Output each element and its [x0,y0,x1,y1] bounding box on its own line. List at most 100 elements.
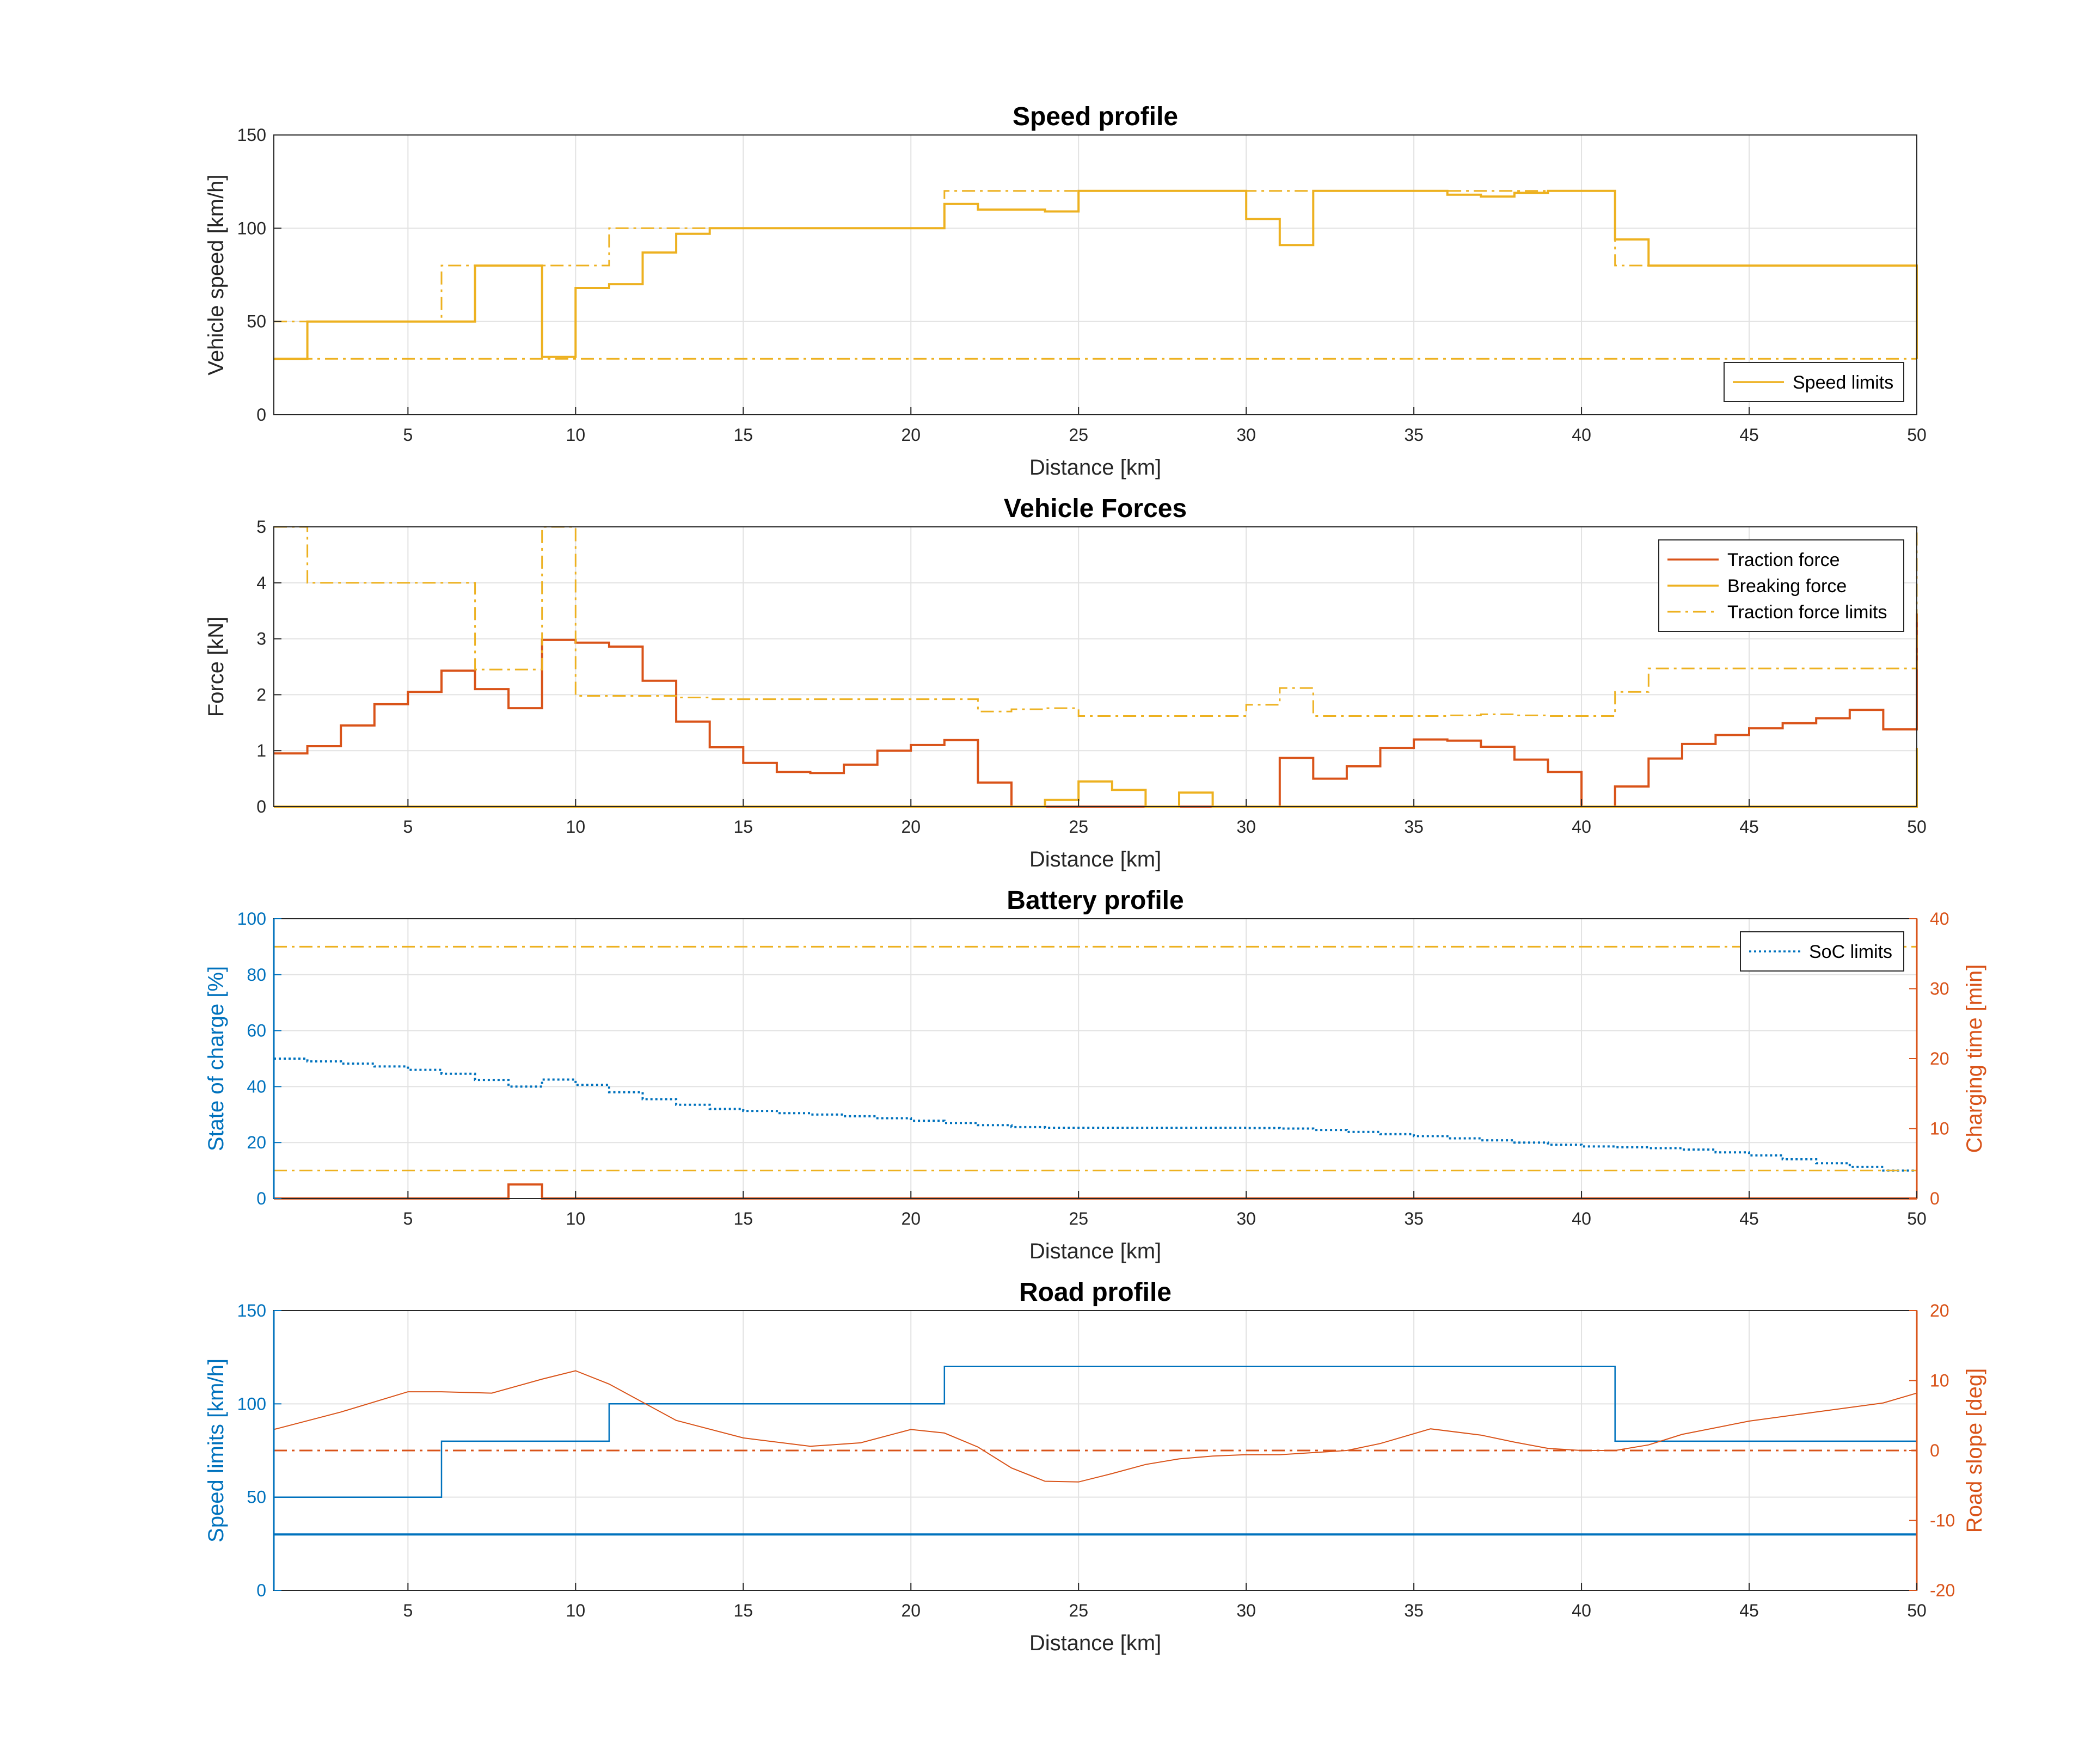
x-axis-label: Distance [km] [1029,1239,1161,1263]
y-right-tick-label: -20 [1930,1581,1955,1600]
x-tick-label: 15 [733,817,753,837]
y-right-tick-label: 40 [1930,909,1949,929]
x-tick-label: 35 [1404,425,1424,445]
x-tick-label: 10 [566,425,586,445]
y-right-tick-label: 0 [1930,1441,1940,1460]
y-right-tick-label: 20 [1930,1049,1949,1068]
x-tick-label: 50 [1907,1209,1927,1228]
x-tick-label: 30 [1236,1209,1256,1228]
x-tick-label: 50 [1907,425,1927,445]
legend-label: SoC limits [1809,942,1892,962]
y-tick-label: 1 [256,741,266,760]
y-axis-label: Force [kN] [204,617,228,717]
x-tick-label: 35 [1404,1209,1424,1228]
x-axis-label: Distance [km] [1029,847,1161,871]
x-tick-label: 5 [403,425,413,445]
legend-label: Traction force [1727,550,1840,570]
y-right-axis-label: Charging time [min] [1963,964,1986,1153]
plot-area [274,135,1917,415]
x-tick-label: 45 [1739,1209,1759,1228]
plot-frame [273,134,1917,415]
y-tick-label: 100 [237,1394,266,1413]
x-tick-label: 10 [566,817,586,837]
series-limit-upper [274,190,1918,359]
x-tick-label: 45 [1739,1601,1759,1620]
x-tick-label: 35 [1404,817,1424,837]
panel-1: 5 10 15 20 25 30 35 40 45 50 0 50 100 150 Speed profil… [204,102,1927,480]
x-tick-label: 25 [1069,1601,1088,1620]
x-axis-label: Distance [km] [1029,1631,1161,1655]
y-right-tick-label: -10 [1930,1511,1955,1531]
x-tick-label: 5 [403,817,413,837]
y-tick-label: 0 [256,797,266,816]
x-axis-label: Distance [km] [1029,456,1161,480]
y-axis-label: Vehicle speed [km/h] [204,174,228,375]
chart-title: Battery profile [1007,886,1184,915]
legend-box [1740,931,1904,972]
x-tick-label: 40 [1572,425,1591,445]
x-tick-label: 35 [1404,1601,1424,1620]
series-road-limit-upper [274,1366,1917,1498]
y-right-tick-label: 0 [1930,1189,1940,1208]
x-tick-label: 25 [1069,1209,1088,1228]
chart-title: Road profile [1019,1278,1172,1307]
series-soc [274,1058,1917,1172]
x-tick-label: 5 [403,1209,413,1228]
y-axis-label: State of charge [%] [204,966,228,1151]
y-tick-label: 60 [247,1021,266,1041]
x-tick-label: 10 [566,1209,586,1228]
y-tick-label: 150 [237,1301,266,1320]
x-tick-label: 30 [1236,1601,1256,1620]
y-tick-label: 0 [256,405,266,425]
x-tick-label: 40 [1572,1209,1591,1228]
series-speed [274,189,1918,360]
x-tick-label: 5 [403,1601,413,1620]
x-tick-label: 20 [901,1601,921,1620]
x-tick-label: 25 [1069,817,1088,837]
y-tick-label: 2 [256,685,266,704]
y-tick-label: 20 [247,1133,266,1152]
x-tick-label: 45 [1739,425,1759,445]
chart-title: Vehicle Forces [1004,494,1187,523]
y-tick-label: 80 [247,965,266,985]
x-tick-label: 30 [1236,817,1256,837]
legend-label: Breaking force [1727,576,1847,597]
y-right-tick-label: 30 [1930,979,1949,999]
y-tick-label: 100 [237,218,266,238]
y-tick-label: 50 [247,1488,266,1507]
legend: Speed limits [1724,362,1904,402]
x-tick-label: 15 [733,425,753,445]
y-tick-label: 50 [247,312,266,331]
series-road-slope [273,1370,1917,1483]
y-right-tick-label: 10 [1930,1371,1949,1391]
x-tick-label: 50 [1907,817,1927,837]
legend-label: Traction force limits [1727,602,1887,623]
x-tick-label: 45 [1739,817,1759,837]
x-tick-label: 20 [901,425,921,445]
legend: SoC limits [1740,931,1904,972]
chart-title: Speed profile [1013,102,1178,131]
x-tick-label: 50 [1907,1601,1927,1620]
x-tick-label: 40 [1572,817,1591,837]
x-tick-label: 10 [566,1601,586,1620]
y-tick-label: 0 [256,1581,266,1600]
plot-area [274,527,1917,807]
x-tick-label: 15 [733,1209,753,1228]
y-axis-label: Speed limits [km/h] [204,1359,228,1542]
y-tick-label: 100 [237,909,266,929]
plot-frame [273,526,1917,807]
x-tick-label: 40 [1572,1601,1591,1620]
y-tick-label: 0 [256,1189,266,1208]
y-right-tick-label: 20 [1930,1301,1949,1320]
panel-3: 5 10 15 20 25 30 35 40 45 50020406080100010203040… [204,886,1986,1263]
x-tick-label: 20 [901,1209,921,1228]
x-tick-label: 30 [1236,425,1256,445]
series-group [274,189,1918,360]
series-group [273,1366,1917,1536]
y-tick-label: 40 [247,1077,266,1096]
x-tick-label: 15 [733,1601,753,1620]
y-tick-label: 150 [237,125,266,145]
y-tick-label: 3 [256,629,266,649]
